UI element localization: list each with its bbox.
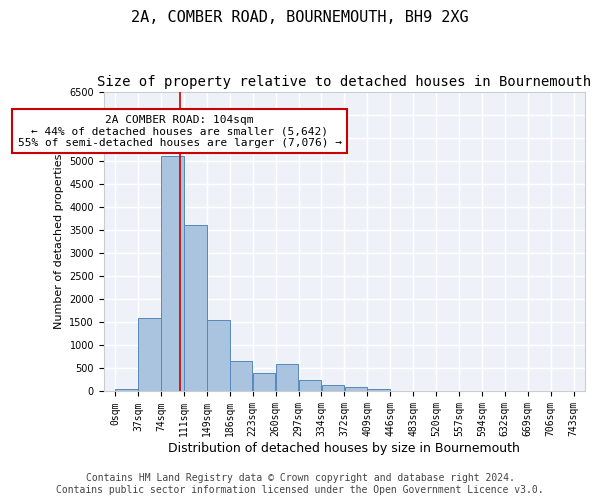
Bar — [184, 226, 206, 392]
Bar — [115, 388, 138, 392]
Bar — [276, 364, 298, 392]
Text: 2A COMBER ROAD: 104sqm
← 44% of detached houses are smaller (5,642)
55% of semi-: 2A COMBER ROAD: 104sqm ← 44% of detached… — [17, 114, 341, 148]
Bar — [344, 388, 367, 392]
Bar — [207, 320, 230, 392]
Bar — [253, 373, 275, 392]
Title: Size of property relative to detached houses in Bournemouth: Size of property relative to detached ho… — [97, 75, 592, 89]
Bar — [367, 389, 390, 392]
Text: Contains HM Land Registry data © Crown copyright and database right 2024.
Contai: Contains HM Land Registry data © Crown c… — [56, 474, 544, 495]
Bar — [138, 318, 161, 392]
Bar — [230, 362, 253, 392]
Bar — [299, 380, 321, 392]
Text: 2A, COMBER ROAD, BOURNEMOUTH, BH9 2XG: 2A, COMBER ROAD, BOURNEMOUTH, BH9 2XG — [131, 10, 469, 25]
Bar — [161, 156, 184, 392]
Y-axis label: Number of detached properties: Number of detached properties — [53, 154, 64, 329]
X-axis label: Distribution of detached houses by size in Bournemouth: Distribution of detached houses by size … — [169, 442, 520, 455]
Bar — [322, 386, 344, 392]
